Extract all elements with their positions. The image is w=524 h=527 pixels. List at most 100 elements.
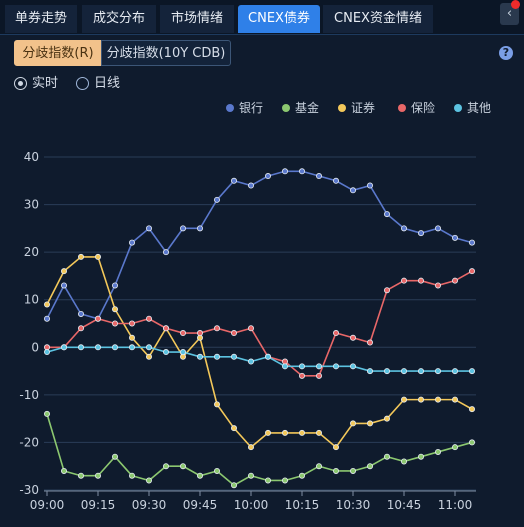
data-point bbox=[417, 368, 424, 375]
data-point bbox=[417, 453, 424, 460]
data-point bbox=[349, 334, 356, 341]
data-point bbox=[434, 448, 441, 455]
data-point bbox=[78, 472, 85, 479]
data-point bbox=[468, 239, 475, 246]
data-point bbox=[332, 363, 339, 370]
y-tick-label: 40 bbox=[24, 150, 39, 164]
data-point bbox=[196, 472, 203, 479]
data-point bbox=[400, 458, 407, 465]
data-point bbox=[298, 168, 305, 175]
data-point bbox=[264, 173, 271, 180]
tab-single-bond-trend[interactable]: 单券走势 bbox=[5, 5, 77, 33]
legend-marker bbox=[282, 104, 290, 112]
data-point bbox=[400, 396, 407, 403]
data-point bbox=[264, 353, 271, 360]
data-point bbox=[128, 334, 135, 341]
data-point bbox=[468, 368, 475, 375]
x-tick-label: 10:30 bbox=[336, 498, 371, 512]
data-point bbox=[281, 168, 288, 175]
data-point bbox=[332, 330, 339, 337]
series-line bbox=[46, 346, 472, 372]
data-point bbox=[61, 344, 68, 351]
data-point bbox=[196, 353, 203, 360]
data-point bbox=[451, 234, 458, 241]
data-point bbox=[434, 396, 441, 403]
tab-trade-distribution[interactable]: 成交分布 bbox=[82, 5, 156, 33]
tab-bar: 单券走势 成交分布 市场情绪 CNEX债券 CNEX资金情绪 ‹ bbox=[0, 0, 524, 35]
x-tick-label: 09:00 bbox=[30, 498, 65, 512]
data-point bbox=[247, 358, 254, 365]
data-point bbox=[264, 429, 271, 436]
data-point bbox=[315, 372, 322, 379]
legend-label: 保险 bbox=[411, 100, 435, 115]
data-point bbox=[179, 463, 186, 470]
data-point bbox=[44, 349, 51, 356]
data-point bbox=[213, 401, 220, 408]
data-point bbox=[78, 344, 85, 351]
data-point bbox=[383, 287, 390, 294]
legend-marker bbox=[338, 104, 346, 112]
data-point bbox=[145, 225, 152, 232]
data-point bbox=[298, 429, 305, 436]
data-point bbox=[366, 463, 373, 470]
data-point bbox=[281, 429, 288, 436]
data-point bbox=[162, 463, 169, 470]
tab-cnex-funding-sentiment[interactable]: CNEX资金情绪 bbox=[323, 5, 433, 33]
data-point bbox=[95, 472, 102, 479]
help-icon[interactable]: ? bbox=[499, 46, 513, 60]
data-point bbox=[468, 268, 475, 275]
data-point bbox=[78, 325, 85, 332]
data-point bbox=[417, 277, 424, 284]
data-point bbox=[451, 444, 458, 451]
data-point bbox=[112, 306, 119, 313]
data-point bbox=[468, 439, 475, 446]
data-point bbox=[247, 182, 254, 189]
data-point bbox=[247, 472, 254, 479]
radio-daily[interactable]: 日线 bbox=[76, 75, 126, 93]
data-point bbox=[417, 230, 424, 237]
data-point bbox=[451, 277, 458, 284]
data-point bbox=[315, 173, 322, 180]
data-point bbox=[332, 467, 339, 474]
data-point bbox=[383, 211, 390, 218]
data-point bbox=[383, 368, 390, 375]
data-point bbox=[128, 239, 135, 246]
y-tick-label: -10 bbox=[19, 388, 39, 402]
legend-marker bbox=[454, 104, 462, 112]
segment-divergence-index-10y-cdb[interactable]: 分歧指数(10Y CDB) bbox=[101, 40, 231, 66]
data-point bbox=[434, 282, 441, 289]
radio-realtime[interactable]: 实时 bbox=[14, 75, 64, 93]
data-point bbox=[78, 253, 85, 260]
radio-realtime-label: 实时 bbox=[32, 76, 59, 91]
tab-market-sentiment[interactable]: 市场情绪 bbox=[160, 5, 234, 33]
data-point bbox=[213, 325, 220, 332]
data-point bbox=[383, 453, 390, 460]
legend-marker bbox=[398, 104, 406, 112]
data-point bbox=[247, 444, 254, 451]
data-point bbox=[196, 330, 203, 337]
data-point bbox=[213, 353, 220, 360]
data-point bbox=[298, 472, 305, 479]
data-point bbox=[332, 444, 339, 451]
tab-cnex-bond[interactable]: CNEX债券 bbox=[238, 5, 320, 33]
y-tick-label: 20 bbox=[24, 245, 39, 259]
data-point bbox=[112, 320, 119, 327]
data-point bbox=[95, 344, 102, 351]
x-tick-label: 10:45 bbox=[387, 498, 422, 512]
data-point bbox=[366, 368, 373, 375]
y-tick-label: 10 bbox=[24, 293, 39, 307]
chevron-left-icon: ‹ bbox=[506, 6, 513, 21]
data-point bbox=[145, 477, 152, 484]
segment-divergence-index-r[interactable]: 分歧指数(R) bbox=[14, 40, 102, 66]
radio-unchecked-icon bbox=[76, 77, 89, 90]
data-point bbox=[44, 410, 51, 417]
data-point bbox=[417, 396, 424, 403]
x-tick-label: 10:00 bbox=[234, 498, 269, 512]
data-point bbox=[196, 225, 203, 232]
data-point bbox=[366, 420, 373, 427]
data-point bbox=[162, 249, 169, 256]
data-point bbox=[128, 344, 135, 351]
legend-marker bbox=[226, 104, 234, 112]
notification-dot bbox=[511, 0, 520, 9]
